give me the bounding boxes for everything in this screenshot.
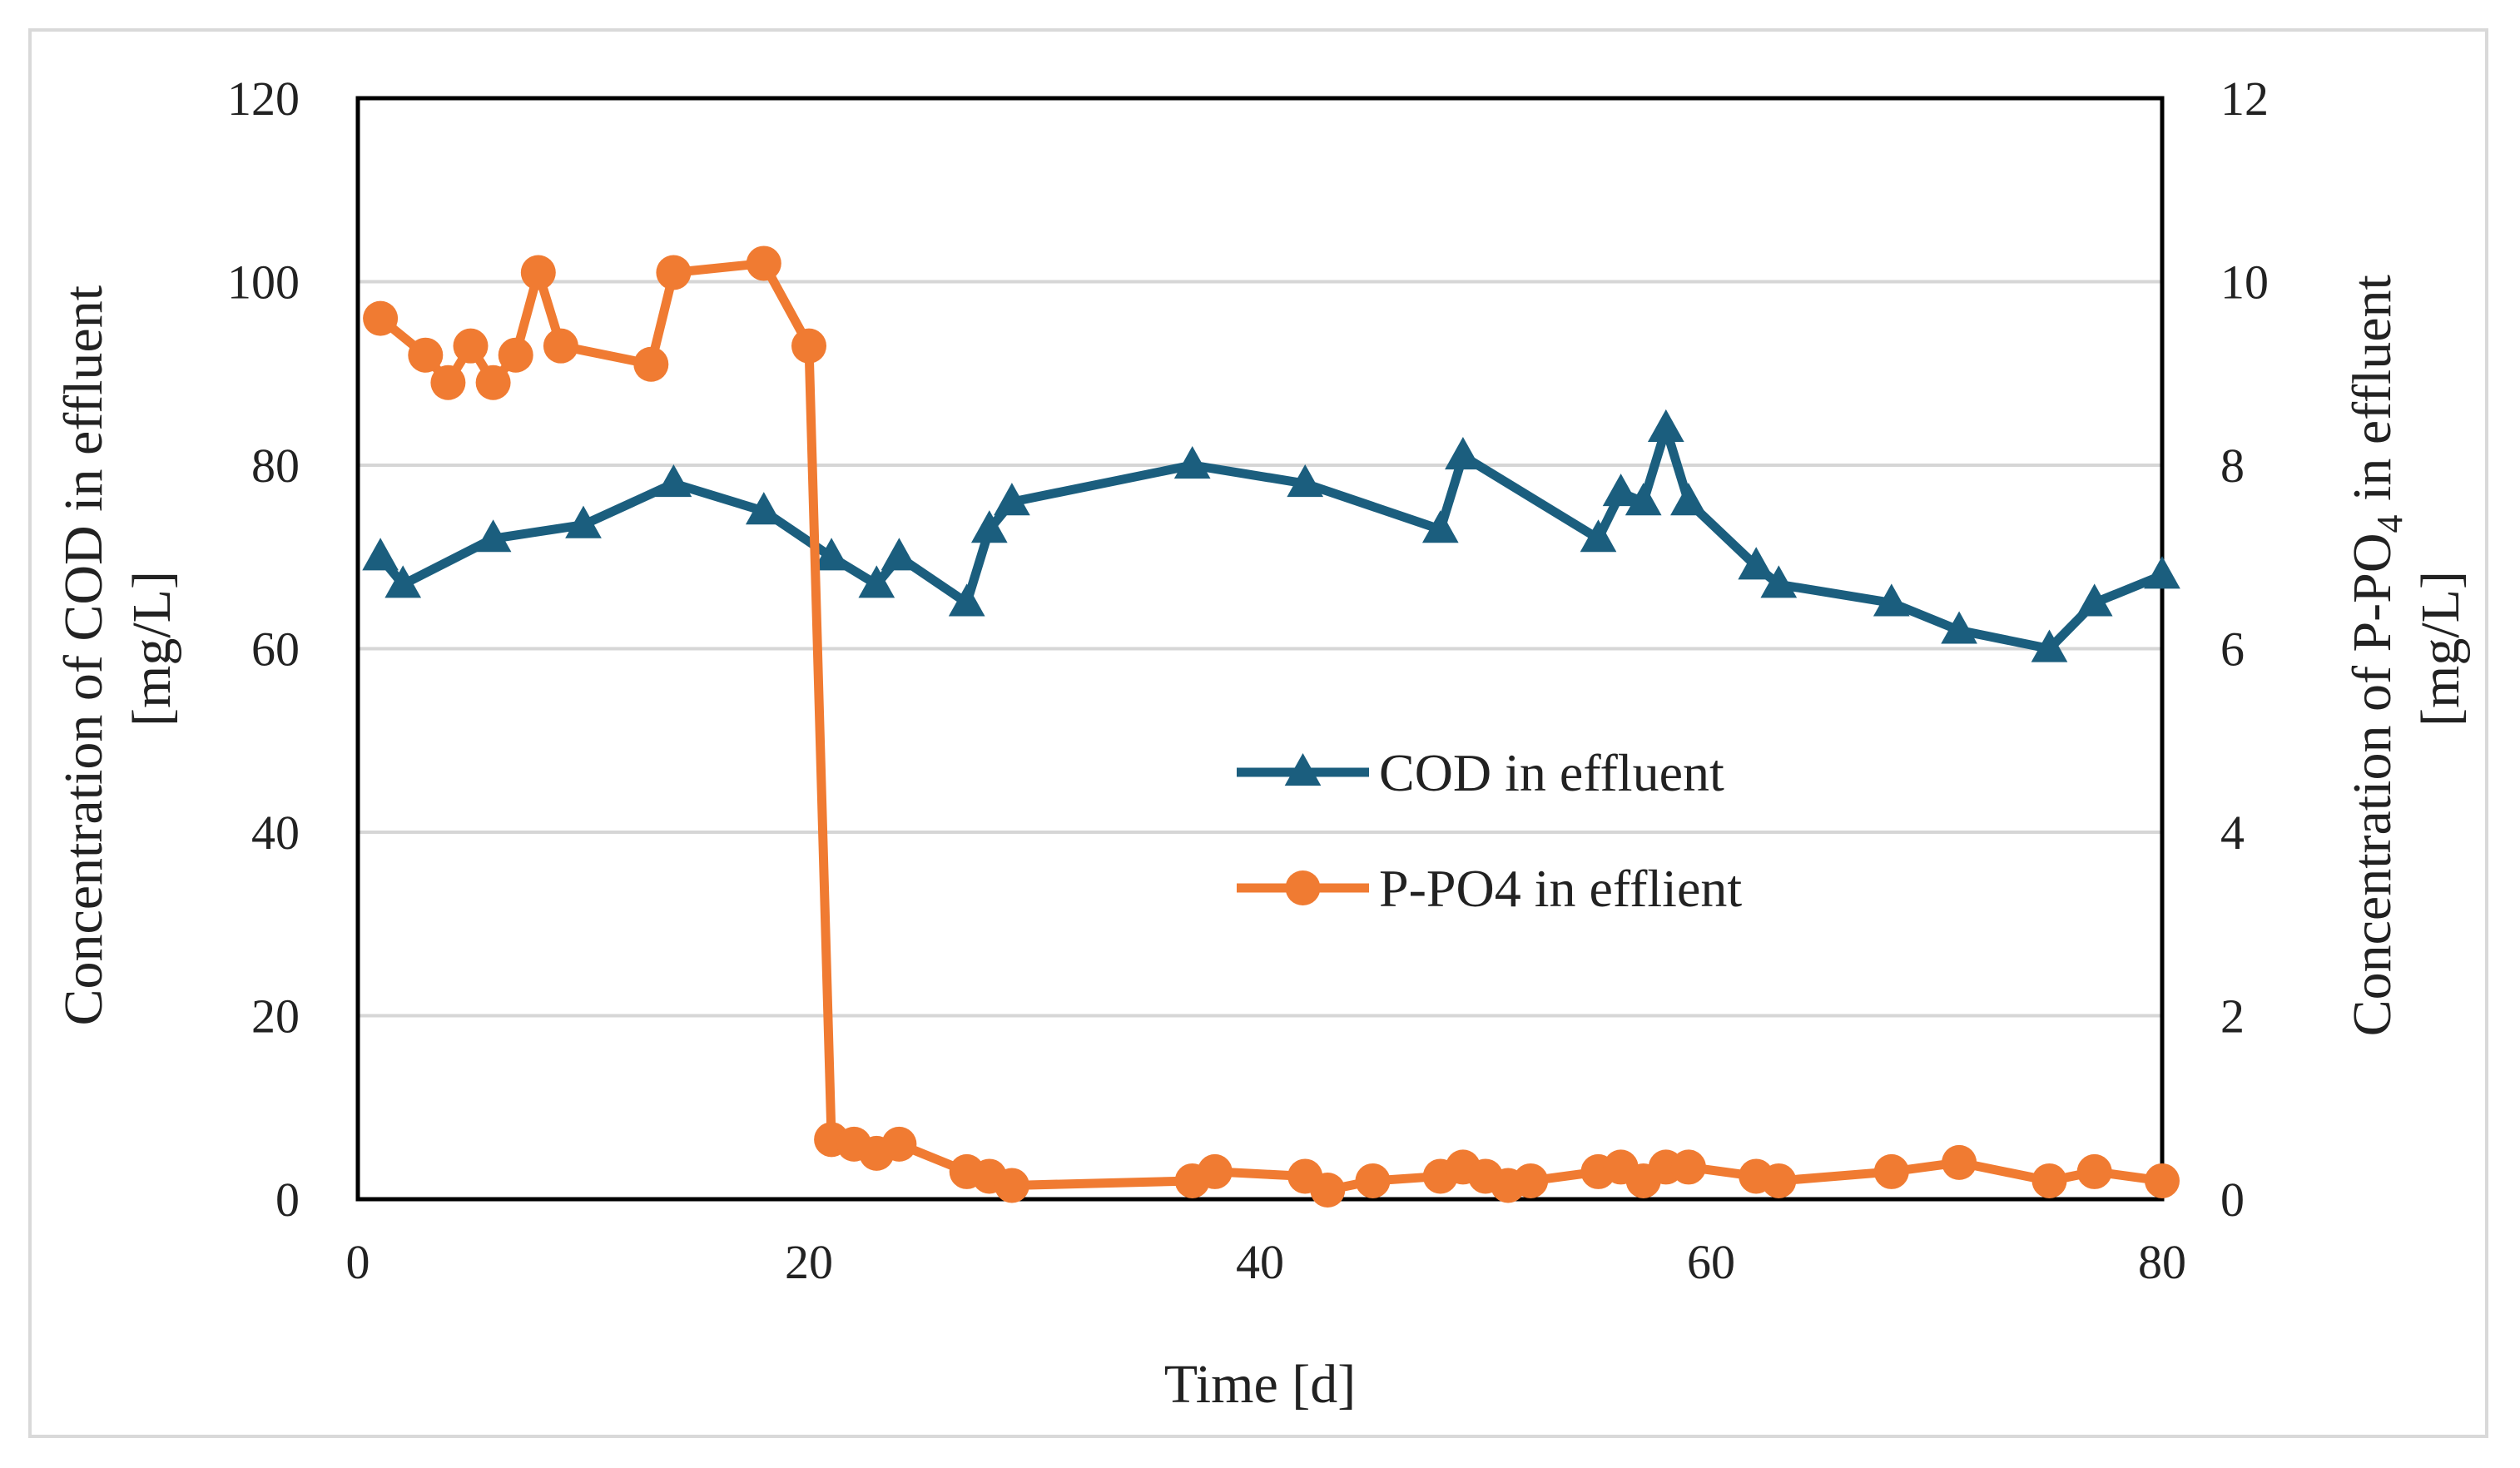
data-point <box>1445 436 1481 470</box>
y-right-tick-label: 8 <box>2220 439 2245 493</box>
gridlines <box>358 280 2162 1018</box>
data-point <box>1513 1163 1549 1198</box>
data-point <box>813 538 850 571</box>
data-point <box>2144 556 2180 589</box>
data-point <box>858 565 895 598</box>
data-point <box>1580 519 1617 553</box>
data-point <box>475 365 511 400</box>
data-point <box>745 492 782 525</box>
data-point <box>1602 474 1639 507</box>
data-point <box>1670 1149 1706 1185</box>
x-axis-title: Time [d] <box>1164 1354 1356 1415</box>
y-left-tick-label: 60 <box>251 622 300 677</box>
data-point <box>1625 483 1662 516</box>
data-point <box>1760 565 1798 598</box>
data-point <box>746 245 781 281</box>
data-point <box>430 365 466 400</box>
data-point <box>656 255 692 290</box>
y-axis-right-title-prefix: Concentration of P-PO <box>2342 533 2403 1036</box>
y-left-tick-label: 0 <box>275 1173 300 1227</box>
x-tick-label: 20 <box>785 1235 833 1289</box>
legend-item: P-PO4 in efflient <box>1237 859 1742 918</box>
series-cod <box>362 409 2180 662</box>
series-p-po4 <box>363 245 2180 1208</box>
y-right-tick-label: 6 <box>2220 622 2245 677</box>
series-line <box>377 258 2163 1195</box>
y-right-tick-label: 10 <box>2220 255 2269 310</box>
data-point <box>1355 1163 1391 1198</box>
data-point <box>970 510 1008 543</box>
data-point <box>1738 547 1775 580</box>
data-point <box>1941 611 1977 644</box>
data-point <box>1647 409 1684 442</box>
data-point <box>1287 464 1324 498</box>
y-axis-right-title-suffix: in effluent <box>2342 275 2403 514</box>
y-left-tick-label: 20 <box>251 989 300 1044</box>
tick-labels: 0 20 40 60 80 0 20 40 60 80 100 120 0 2 4 6 8 10 12 <box>227 72 2269 1289</box>
y-left-tick-label: 100 <box>227 255 300 310</box>
y-axis-right-title-subscript: 4 <box>2369 514 2410 533</box>
y-axis-right-title-line2: [mg/L] <box>2410 571 2471 727</box>
data-point <box>994 483 1030 516</box>
data-point <box>1670 483 1707 516</box>
data-point <box>2076 1153 2112 1189</box>
data-point <box>408 337 444 373</box>
data-point <box>1873 583 1910 617</box>
data-point <box>474 519 512 553</box>
data-point <box>498 337 533 373</box>
data-point <box>1197 1153 1233 1189</box>
plot-area <box>355 96 2165 1202</box>
y-left-tick-label: 80 <box>251 439 300 493</box>
legend-marker <box>1285 870 1321 905</box>
chart-frame <box>28 28 2488 1438</box>
data-point <box>1421 510 1459 543</box>
data-point <box>363 300 399 336</box>
data-point <box>453 328 489 364</box>
y-right-tick-label: 4 <box>2220 806 2245 860</box>
y-axis-left-title: Concentration of COD in effluent [mg/L] <box>53 271 182 1025</box>
data-point <box>881 538 918 571</box>
y-axis-left-title-line1: Concentration of COD in effluent <box>53 285 114 1026</box>
data-point <box>2031 629 2068 662</box>
legend: COD in effluent P-PO4 in efflient <box>1237 743 1742 918</box>
y-axis-right-title: Concentration of P-PO4 in effluent [mg/L… <box>2342 261 2471 1037</box>
y-right-tick-label: 0 <box>2220 1173 2245 1227</box>
data-point <box>791 328 826 364</box>
y-left-tick-label: 40 <box>251 806 300 860</box>
legend-label: COD in effluent <box>1379 743 1724 802</box>
data-point <box>1942 1144 1977 1180</box>
y-right-tick-label: 12 <box>2220 72 2269 126</box>
data-point <box>633 346 669 382</box>
x-tick-label: 40 <box>1236 1235 1284 1289</box>
x-tick-label: 60 <box>1687 1235 1735 1289</box>
x-tick-label: 80 <box>2138 1235 2186 1289</box>
data-point <box>881 1126 917 1162</box>
data-point <box>1310 1172 1346 1208</box>
legend-label: P-PO4 in efflient <box>1379 859 1742 918</box>
x-tick-label: 0 <box>346 1235 370 1289</box>
data-point <box>362 538 399 571</box>
series-layer <box>362 245 2180 1208</box>
data-point <box>948 583 985 617</box>
legend-marker <box>1284 753 1322 786</box>
data-point <box>1761 1163 1797 1198</box>
data-point <box>1173 446 1211 479</box>
data-point <box>384 565 422 598</box>
data-point <box>565 505 602 538</box>
data-point <box>543 328 578 364</box>
series-line <box>376 424 2165 653</box>
data-point <box>655 464 692 498</box>
y-left-tick-label: 120 <box>227 72 300 126</box>
legend-item: COD in effluent <box>1237 743 1724 802</box>
data-point <box>1873 1153 1909 1189</box>
y-axis-left-title-line2: [mg/L] <box>122 571 182 727</box>
data-point <box>2031 1163 2067 1198</box>
data-point <box>520 255 556 290</box>
data-point <box>2076 583 2113 617</box>
y-right-tick-label: 2 <box>2220 989 2245 1044</box>
data-point <box>994 1168 1029 1203</box>
data-point <box>2145 1163 2180 1198</box>
